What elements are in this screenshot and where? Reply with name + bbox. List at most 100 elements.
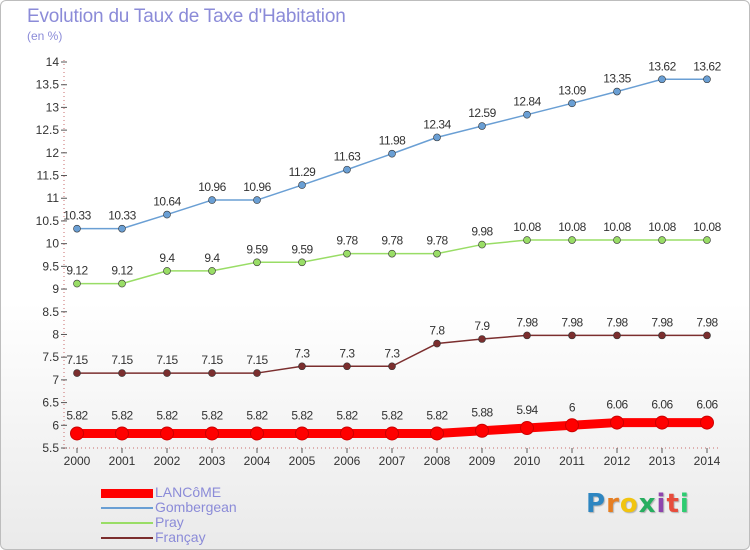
data-point (73, 369, 81, 377)
data-label: 6.06 (651, 398, 673, 412)
x-tick-label: 2005 (289, 454, 316, 468)
data-point (433, 249, 441, 258)
data-point (388, 149, 396, 158)
data-label: 11.98 (379, 134, 406, 148)
data-point (523, 331, 531, 340)
data-point (520, 421, 534, 436)
x-tick-label: 2010 (514, 454, 541, 468)
data-point (478, 335, 486, 343)
legend-label: LANCôME (155, 484, 222, 500)
data-point (253, 258, 261, 267)
data-point (163, 267, 171, 275)
data-label: 9.78 (336, 234, 358, 248)
data-point (73, 279, 81, 288)
data-label: 5.88 (471, 406, 493, 420)
data-label: 7.15 (156, 353, 178, 367)
data-label: 11.63 (334, 150, 361, 164)
data-label: 10.08 (603, 220, 631, 234)
data-point (658, 331, 666, 340)
logo-letter: t (666, 489, 680, 519)
legend-label: Gombergean (155, 499, 237, 515)
data-point (115, 426, 129, 441)
data-label: 9.12 (111, 264, 133, 278)
data-point (163, 210, 171, 219)
data-label: 10.08 (693, 220, 721, 234)
y-tick-label: 12 (46, 146, 60, 160)
data-label: 9.4 (204, 251, 220, 265)
data-label: 10.08 (513, 220, 541, 234)
data-label: 7.98 (606, 315, 628, 329)
data-point (568, 99, 576, 108)
data-label: 5.82 (336, 408, 358, 422)
legend-swatch (101, 488, 153, 498)
data-label: 9.59 (291, 242, 313, 256)
x-tick-label: 2006 (334, 454, 361, 468)
data-label: 5.82 (246, 408, 268, 422)
data-label: 5.82 (381, 408, 403, 422)
data-label: 7.3 (339, 346, 355, 360)
data-label: 7.8 (429, 324, 445, 338)
data-label: 10.96 (198, 180, 226, 194)
data-label: 9.78 (426, 234, 448, 248)
chart-title: Evolution du Taux de Taxe d'Habitation (27, 6, 346, 27)
x-tick-label: 2003 (199, 454, 226, 468)
data-label: 9.98 (471, 225, 493, 239)
data-label: 7.3 (294, 346, 310, 360)
y-tick-label: 10.5 (36, 214, 60, 228)
x-tick-label: 2004 (244, 454, 271, 468)
data-label: 10.08 (558, 220, 586, 234)
data-point (568, 331, 576, 340)
legend-swatch (101, 522, 153, 524)
logo-letter: x (638, 489, 657, 519)
data-point (208, 196, 216, 204)
data-point (478, 240, 486, 249)
logo-letter: o (619, 489, 639, 519)
data-point (433, 339, 441, 348)
data-label: 13.09 (558, 83, 586, 97)
data-point (253, 196, 261, 204)
data-label: 7.9 (474, 319, 490, 333)
data-point (295, 426, 309, 441)
data-point (298, 181, 306, 189)
data-label: 13.62 (648, 59, 676, 73)
data-label: 12.59 (468, 106, 496, 120)
y-tick-label: 7.5 (42, 350, 59, 364)
data-label: 9.59 (246, 242, 268, 256)
y-tick-label: 6.5 (42, 396, 59, 410)
legend-swatch (101, 507, 153, 509)
data-point (388, 362, 396, 371)
data-point (568, 236, 576, 244)
data-label: 5.82 (66, 408, 88, 422)
data-point (478, 122, 486, 130)
data-label: 13.62 (693, 59, 721, 73)
data-point (208, 267, 216, 275)
y-tick-label: 6 (52, 418, 59, 432)
data-label: 12.84 (513, 95, 541, 109)
data-point (73, 224, 81, 233)
data-point (658, 236, 666, 244)
y-tick-label: 12.5 (36, 123, 60, 137)
data-point (343, 249, 351, 258)
data-label: 11.29 (289, 165, 316, 179)
data-label: 10.96 (243, 180, 271, 194)
data-label: 5.82 (111, 408, 133, 422)
data-label: 7.15 (111, 353, 133, 367)
data-point (208, 369, 216, 377)
chart-subtitle: (en %) (27, 29, 63, 43)
data-point (655, 415, 669, 430)
data-label: 7.15 (66, 353, 88, 367)
x-tick-label: 2000 (64, 454, 91, 468)
data-point (118, 224, 126, 233)
data-point (388, 249, 396, 258)
data-label: 10.33 (108, 209, 136, 223)
data-label: 7.98 (516, 315, 538, 329)
logo-letter: i (656, 489, 667, 519)
data-label: 5.82 (291, 408, 313, 422)
data-point (205, 426, 219, 441)
data-point (658, 75, 666, 84)
data-label: 10.08 (648, 220, 676, 234)
data-label: 9.78 (381, 234, 403, 248)
data-point (343, 362, 351, 371)
data-label: 5.94 (516, 403, 538, 417)
